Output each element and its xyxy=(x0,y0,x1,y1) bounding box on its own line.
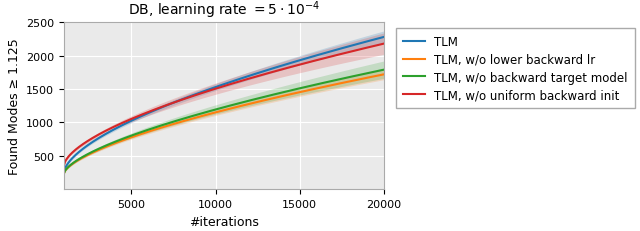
TLM xyxy=(256,72,264,74)
TLM xyxy=(250,74,257,76)
Line: TLM: TLM xyxy=(64,38,384,173)
TLM xyxy=(251,73,259,76)
TLM, w/o backward target model xyxy=(60,172,68,175)
TLM, w/o uniform backward init xyxy=(60,164,68,167)
TLM, w/o lower backward lr xyxy=(61,170,69,172)
TLM, w/o uniform backward init xyxy=(330,55,337,58)
TLM, w/o lower backward lr xyxy=(330,84,337,87)
Legend: TLM, TLM, w/o lower backward lr, TLM, w/o backward target model, TLM, w/o unifor: TLM, TLM, w/o lower backward lr, TLM, w/… xyxy=(396,29,635,109)
TLM, w/o lower backward lr xyxy=(60,172,68,175)
X-axis label: #iterations: #iterations xyxy=(189,215,259,228)
TLM, w/o backward target model xyxy=(256,97,264,100)
Line: TLM, w/o uniform backward init: TLM, w/o uniform backward init xyxy=(64,44,384,165)
TLM, w/o uniform backward init xyxy=(250,77,257,79)
TLM xyxy=(350,44,358,47)
TLM, w/o uniform backward init xyxy=(256,75,264,78)
TLM, w/o backward target model xyxy=(350,75,358,78)
Y-axis label: Found Modes ≥ 1.125: Found Modes ≥ 1.125 xyxy=(8,38,20,174)
TLM, w/o backward target model xyxy=(251,98,259,101)
TLM, w/o uniform backward init xyxy=(61,161,69,163)
TLM, w/o uniform backward init xyxy=(350,50,358,53)
TLM, w/o lower backward lr xyxy=(380,74,388,76)
TLM, w/o uniform backward init xyxy=(251,76,259,79)
TLM, w/o backward target model xyxy=(330,80,337,82)
TLM xyxy=(60,171,68,174)
TLM xyxy=(380,36,388,39)
TLM, w/o lower backward lr xyxy=(250,102,257,105)
TLM, w/o lower backward lr xyxy=(251,102,259,105)
TLM, w/o lower backward lr xyxy=(256,100,264,103)
TLM, w/o backward target model xyxy=(380,69,388,72)
Title: DB, learning rate $= 5 \cdot 10^{-4}$: DB, learning rate $= 5 \cdot 10^{-4}$ xyxy=(128,0,320,21)
TLM, w/o uniform backward init xyxy=(380,43,388,46)
Line: TLM, w/o lower backward lr: TLM, w/o lower backward lr xyxy=(64,75,384,173)
TLM, w/o lower backward lr xyxy=(350,80,358,82)
TLM, w/o backward target model xyxy=(250,99,257,101)
Line: TLM, w/o backward target model: TLM, w/o backward target model xyxy=(64,70,384,173)
TLM, w/o backward target model xyxy=(61,170,69,172)
TLM xyxy=(330,50,337,53)
TLM xyxy=(61,167,69,170)
